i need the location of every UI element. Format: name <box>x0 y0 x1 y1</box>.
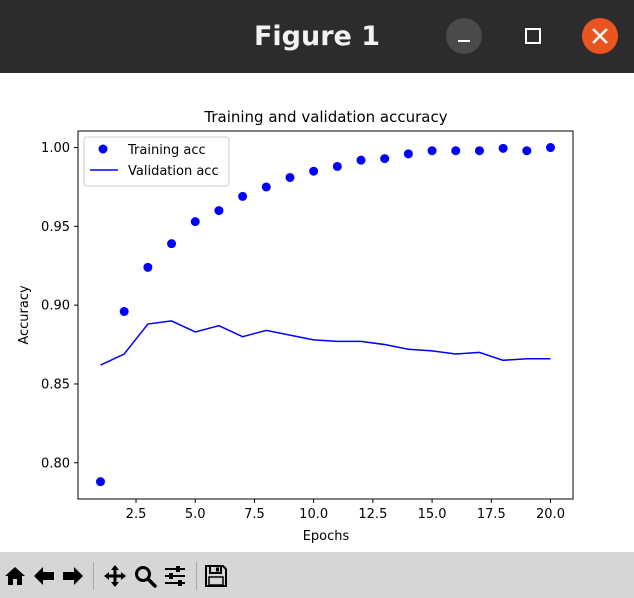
training-acc-point <box>451 146 461 156</box>
training-acc-point <box>356 155 366 165</box>
close-button[interactable] <box>582 18 618 54</box>
navigation-toolbar <box>0 552 634 598</box>
legend-validation-label: Validation acc <box>128 164 219 179</box>
maximize-icon <box>525 28 541 44</box>
training-acc-point <box>285 172 295 182</box>
training-acc-point <box>143 262 153 272</box>
y-tick-label: 1.00 <box>41 141 70 156</box>
window-titlebar: Figure 1 <box>0 0 634 73</box>
training-acc-point <box>546 143 555 153</box>
y-tick-label: 0.95 <box>41 220 70 235</box>
training-acc-point <box>238 191 248 201</box>
training-acc-point <box>96 477 105 487</box>
toolbar-separator <box>196 562 197 590</box>
legend-training-marker <box>98 144 108 154</box>
forward-arrow-icon <box>63 567 83 585</box>
legend-box <box>83 136 230 187</box>
training-acc-point <box>119 306 129 316</box>
training-acc-point <box>522 146 532 156</box>
x-tick-label: 20.0 <box>536 507 565 522</box>
save-icon <box>205 565 227 587</box>
training-acc-point <box>261 182 271 192</box>
x-tick-label: 2.5 <box>126 507 147 522</box>
training-acc-point <box>380 154 390 164</box>
back-arrow-icon <box>34 567 54 585</box>
training-acc-point <box>332 161 342 171</box>
x-tick-label: 10.0 <box>299 507 328 522</box>
training-acc-point <box>190 217 200 227</box>
legend: Training acc Validation acc <box>83 136 230 187</box>
x-tick-label: 15.0 <box>418 507 447 522</box>
save-button[interactable] <box>203 563 229 589</box>
training-acc-point <box>498 143 508 153</box>
minimize-icon <box>458 40 470 42</box>
x-tick-label: 17.5 <box>477 507 506 522</box>
x-tick-label: 5.0 <box>185 507 206 522</box>
accuracy-chart: Training and validation accuracy 2.5 5.0 7… <box>17 108 574 544</box>
training-acc-point <box>403 149 413 159</box>
zoom-button[interactable] <box>132 563 158 589</box>
minimize-button[interactable] <box>446 18 482 54</box>
training-acc-point <box>167 239 177 249</box>
close-icon <box>592 28 608 44</box>
pan-icon <box>104 565 126 587</box>
plot-frame <box>77 130 574 500</box>
training-acc-point <box>214 206 224 216</box>
maximize-button[interactable] <box>515 18 551 54</box>
back-button[interactable] <box>31 563 57 589</box>
configure-subplots-icon <box>165 566 185 586</box>
window-title: Figure 1 <box>253 21 381 52</box>
training-acc-point <box>427 146 437 156</box>
home-icon <box>5 567 25 585</box>
pan-button[interactable] <box>102 563 128 589</box>
y-axis: 0.80 0.85 0.90 0.95 1.00 <box>41 141 78 471</box>
chart-title: Training and validation accuracy <box>203 108 447 126</box>
training-acc-point <box>474 146 484 156</box>
configure-subplots-button[interactable] <box>162 563 188 589</box>
legend-training-label: Training acc <box>127 143 206 158</box>
x-tick-label: 7.5 <box>244 507 265 522</box>
forward-button[interactable] <box>60 563 86 589</box>
y-tick-label: 0.80 <box>41 456 70 471</box>
figure-canvas[interactable]: Training and validation accuracy 2.5 5.0 7… <box>0 73 634 552</box>
y-axis-label: Accuracy <box>17 285 32 345</box>
x-axis: 2.5 5.0 7.5 10.0 12.5 15.0 17.5 20.0 <box>126 499 565 522</box>
training-acc-point <box>309 166 319 176</box>
zoom-icon <box>135 566 157 588</box>
home-button[interactable] <box>2 563 28 589</box>
x-axis-label: Epochs <box>303 529 350 544</box>
y-tick-label: 0.85 <box>41 377 70 392</box>
series-marks <box>96 143 555 487</box>
validation-acc-line <box>100 320 551 366</box>
x-tick-label: 12.5 <box>358 507 387 522</box>
toolbar-separator <box>93 562 94 590</box>
y-tick-label: 0.90 <box>41 299 70 314</box>
